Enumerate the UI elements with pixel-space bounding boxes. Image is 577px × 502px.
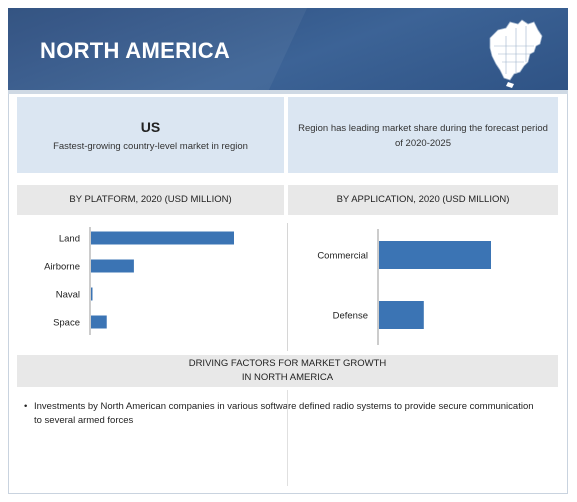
driving-factors-title: DRIVING FACTORS FOR MARKET GROWTH IN NOR… bbox=[17, 355, 558, 387]
platform-chart-title: BY PLATFORM, 2020 (USD MILLION) bbox=[17, 185, 284, 215]
bar-defense bbox=[379, 301, 424, 329]
driving-factors-title-line2: IN NORTH AMERICA bbox=[241, 372, 334, 383]
bullet-icon: • bbox=[24, 401, 28, 412]
bar-land bbox=[91, 231, 234, 245]
category-label: Land bbox=[59, 234, 80, 245]
north-america-map-icon bbox=[489, 19, 543, 88]
category-label: Naval bbox=[56, 290, 80, 301]
us-subtitle: Fastest-growing country-level market in … bbox=[53, 141, 248, 152]
category-label: Commercial bbox=[317, 251, 368, 262]
driver-list-item: • Investments by North American companie… bbox=[24, 400, 544, 428]
bar-commercial bbox=[379, 241, 491, 269]
category-label: Defense bbox=[333, 311, 368, 322]
driver-text: Investments by North American companies … bbox=[34, 401, 534, 426]
drivers-divider bbox=[287, 390, 288, 486]
chart-divider bbox=[287, 223, 288, 351]
bar-space bbox=[91, 315, 107, 329]
application-bar-chart: Commercial Defense bbox=[317, 229, 491, 345]
category-label: Airborne bbox=[44, 262, 80, 273]
bar-naval bbox=[91, 287, 93, 301]
us-highlight-box: US Fastest-growing country-level market … bbox=[17, 97, 284, 173]
driving-factors-title-line1: DRIVING FACTORS FOR MARKET GROWTH bbox=[188, 358, 387, 369]
application-chart-title: BY APPLICATION, 2020 (USD MILLION) bbox=[288, 185, 558, 215]
region-title: NORTH AMERICA bbox=[40, 38, 231, 63]
region-highlight-text: Region has leading market share during t… bbox=[298, 123, 548, 149]
header-separator bbox=[8, 90, 568, 94]
us-title: US bbox=[140, 119, 161, 135]
region-header: NORTH AMERICA bbox=[8, 8, 568, 90]
region-highlight-box: Region has leading market share during t… bbox=[288, 97, 558, 173]
bar-airborne bbox=[91, 259, 134, 273]
platform-bar-chart: Land Airborne Naval Space bbox=[44, 227, 234, 335]
category-label: Space bbox=[53, 318, 80, 329]
